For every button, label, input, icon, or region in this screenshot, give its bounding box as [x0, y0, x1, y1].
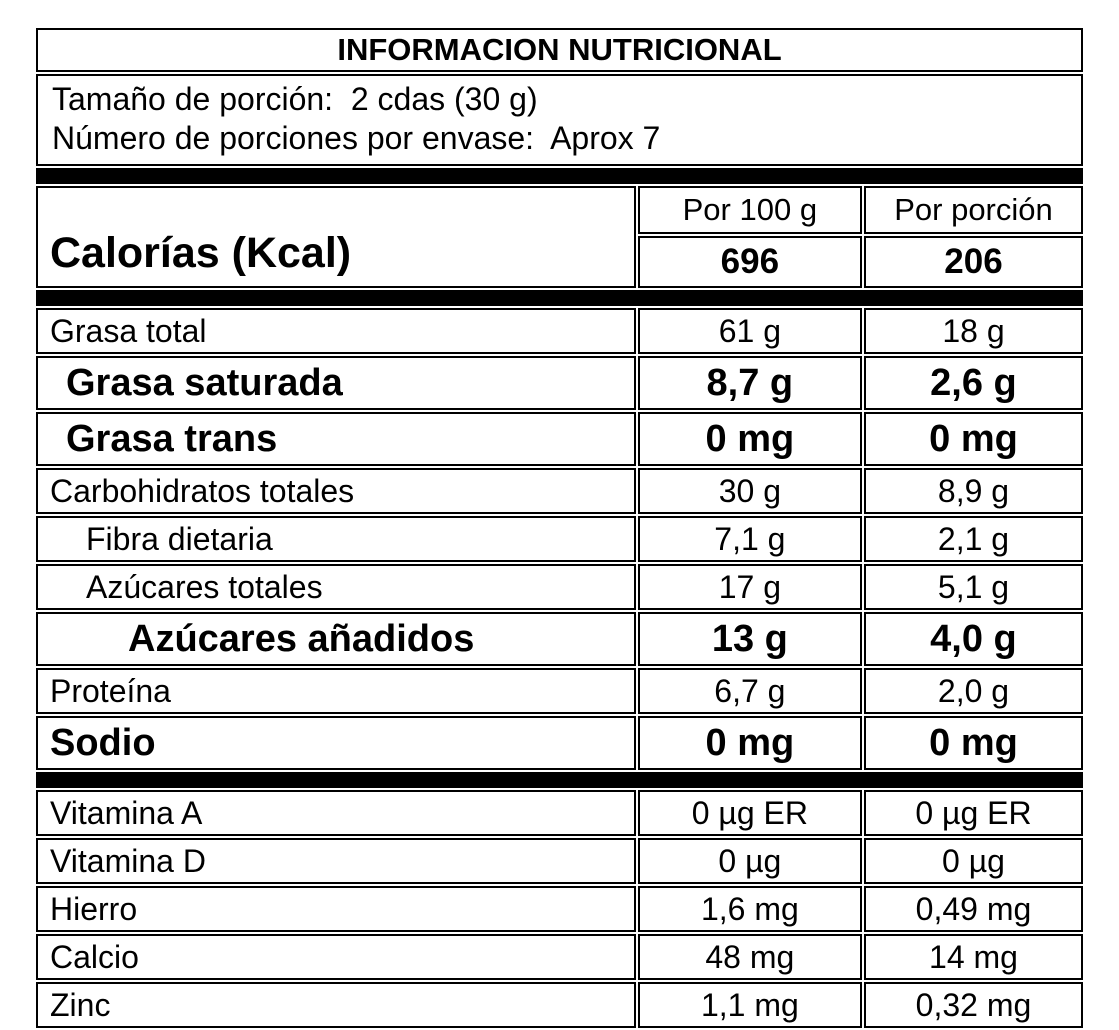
nutrient-value-per-100g: 6,7 g — [637, 668, 862, 715]
column-header-row: Calorías (Kcal) Por 100 g Por porción — [36, 186, 1083, 289]
column-header-per-portion: Por porción — [863, 186, 1083, 235]
micronutrient-row-hierro: Hierro 1,6 mg 0,49 mg — [36, 886, 1083, 933]
nutrient-value-per-portion: 18 g — [863, 308, 1083, 355]
micronutrient-label: Zinc — [36, 982, 636, 1029]
title-row: INFORMACION NUTRICIONAL — [36, 28, 1083, 72]
section-divider-row — [36, 290, 1083, 307]
micronutrient-value-per-portion: 0,49 mg — [863, 886, 1083, 933]
nutrient-value-per-portion: 8,9 g — [863, 468, 1083, 515]
nutrient-label: Proteína — [36, 668, 636, 715]
nutrient-label: Azúcares totales — [36, 564, 636, 611]
nutrient-value-per-portion: 5,1 g — [863, 564, 1083, 611]
micronutrient-row-calcio: Calcio 48 mg 14 mg — [36, 934, 1083, 981]
nutrient-row-fibra: Fibra dietaria 7,1 g 2,1 g — [36, 516, 1083, 563]
nutrient-row-azucares-anadidos: Azúcares añadidos 13 g 4,0 g — [36, 612, 1083, 667]
table-title: INFORMACION NUTRICIONAL — [36, 28, 1083, 72]
micronutrient-label: Vitamina A — [36, 790, 636, 837]
column-header-per-100g: Por 100 g — [637, 186, 862, 235]
calories-values-row: 696 206 — [36, 236, 1083, 289]
micronutrient-value-per-portion: 0,32 mg — [863, 982, 1083, 1029]
serving-info-row: Tamaño de porción: 2 cdas (30 g) Número … — [36, 74, 1083, 167]
micronutrient-value-per-100g: 0 µg ER — [637, 790, 862, 837]
nutrient-row-azucares-totales: Azúcares totales 17 g 5,1 g — [36, 564, 1083, 611]
micronutrient-row-zinc: Zinc 1,1 mg 0,32 mg — [36, 982, 1083, 1029]
nutrient-row-grasa-trans: Grasa trans 0 mg 0 mg — [36, 412, 1083, 467]
nutrient-value-per-portion: 4,0 g — [863, 612, 1083, 667]
nutrient-label: Azúcares añadidos — [36, 612, 636, 667]
micronutrient-value-per-portion: 0 µg ER — [863, 790, 1083, 837]
nutrient-label: Carbohidratos totales — [36, 468, 636, 515]
micronutrient-label: Vitamina D — [36, 838, 636, 885]
nutrient-value-per-100g: 7,1 g — [637, 516, 862, 563]
section-divider-bar — [36, 168, 1083, 185]
micronutrient-value-per-100g: 1,6 mg — [637, 886, 862, 933]
calories-per-100g: 696 — [637, 236, 862, 289]
nutrient-value-per-100g: 61 g — [637, 308, 862, 355]
micronutrient-label: Hierro — [36, 886, 636, 933]
nutrient-row-grasa-total: Grasa total 61 g 18 g — [36, 308, 1083, 355]
nutrient-value-per-portion: 0 mg — [863, 412, 1083, 467]
serving-info-cell: Tamaño de porción: 2 cdas (30 g) Número … — [36, 74, 1083, 167]
nutrient-value-per-portion: 2,0 g — [863, 668, 1083, 715]
nutrition-facts-table: INFORMACION NUTRICIONAL Tamaño de porció… — [34, 26, 1085, 1030]
micronutrient-value-per-portion: 14 mg — [863, 934, 1083, 981]
nutrition-label-page: INFORMACION NUTRICIONAL Tamaño de porció… — [36, 28, 1083, 1029]
serving-size-text: Tamaño de porción: 2 cdas (30 g) — [52, 81, 538, 117]
nutrient-row-sodio: Sodio 0 mg 0 mg — [36, 716, 1083, 771]
micronutrient-row-vitamina-a: Vitamina A 0 µg ER 0 µg ER — [36, 790, 1083, 837]
nutrient-label: Sodio — [36, 716, 636, 771]
nutrient-value-per-100g: 8,7 g — [637, 356, 862, 411]
nutrient-label: Grasa total — [36, 308, 636, 355]
micronutrient-value-per-100g: 1,1 mg — [637, 982, 862, 1029]
nutrient-value-per-100g: 0 mg — [637, 412, 862, 467]
nutrient-label: Grasa trans — [36, 412, 636, 467]
micronutrient-value-per-100g: 48 mg — [637, 934, 862, 981]
nutrient-label: Fibra dietaria — [36, 516, 636, 563]
nutrient-row-proteina: Proteína 6,7 g 2,0 g — [36, 668, 1083, 715]
nutrient-value-per-portion: 2,1 g — [863, 516, 1083, 563]
nutrient-value-per-100g: 30 g — [637, 468, 862, 515]
section-divider-row — [36, 168, 1083, 185]
section-divider-bar — [36, 772, 1083, 789]
nutrient-value-per-100g: 17 g — [637, 564, 862, 611]
servings-per-container-text: Número de porciones por envase: Aprox 7 — [52, 120, 661, 157]
calories-label: Calorías (Kcal) — [36, 186, 636, 289]
micronutrient-value-per-portion: 0 µg — [863, 838, 1083, 885]
nutrient-value-per-100g: 0 mg — [637, 716, 862, 771]
section-divider-bar — [36, 290, 1083, 307]
calories-per-portion: 206 — [863, 236, 1083, 289]
nutrient-value-per-portion: 0 mg — [863, 716, 1083, 771]
micronutrient-value-per-100g: 0 µg — [637, 838, 862, 885]
nutrient-value-per-100g: 13 g — [637, 612, 862, 667]
micronutrient-label: Calcio — [36, 934, 636, 981]
nutrient-label: Grasa saturada — [36, 356, 636, 411]
nutrient-row-carbohidratos: Carbohidratos totales 30 g 8,9 g — [36, 468, 1083, 515]
section-divider-row — [36, 772, 1083, 789]
nutrient-row-grasa-saturada: Grasa saturada 8,7 g 2,6 g — [36, 356, 1083, 411]
nutrient-value-per-portion: 2,6 g — [863, 356, 1083, 411]
micronutrient-row-vitamina-d: Vitamina D 0 µg 0 µg — [36, 838, 1083, 885]
